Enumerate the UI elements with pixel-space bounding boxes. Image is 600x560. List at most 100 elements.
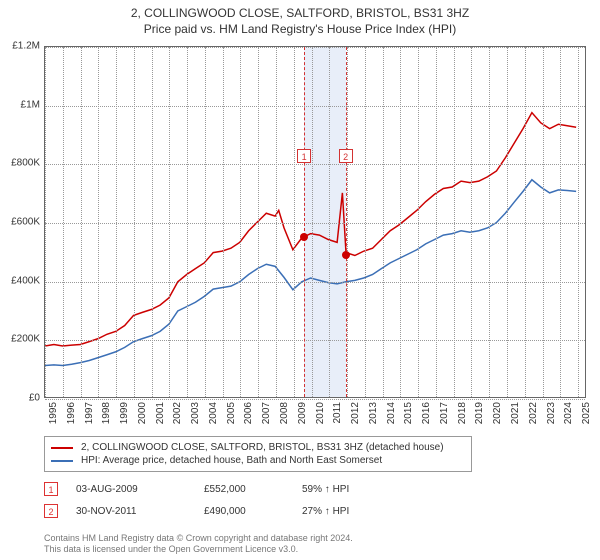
gridline-v [525, 47, 526, 397]
gridline-v [81, 47, 82, 397]
marker-label-box: 2 [339, 149, 353, 163]
transaction-marker: 1 [44, 482, 58, 496]
xtick-label: 2016 [421, 402, 432, 442]
transaction-price: £552,000 [204, 484, 284, 495]
gridline-v [507, 47, 508, 397]
transaction-date: 03-AUG-2009 [76, 484, 186, 495]
xtick-label: 2025 [581, 402, 592, 442]
footer-line: Contains HM Land Registry data © Crown c… [44, 533, 586, 545]
legend-item: HPI: Average price, detached house, Bath… [51, 454, 465, 467]
transaction-row: 2 30-NOV-2011 £490,000 27% ↑ HPI [44, 504, 586, 518]
gridline-v [578, 47, 579, 397]
gridline-v [383, 47, 384, 397]
xtick-label: 2007 [261, 402, 272, 442]
xtick-label: 2010 [315, 402, 326, 442]
gridline-v [418, 47, 419, 397]
gridline-h [45, 106, 585, 107]
xtick-label: 2024 [563, 402, 574, 442]
gridline-h [45, 223, 585, 224]
gridline-v [205, 47, 206, 397]
transaction-hpi: 27% ↑ HPI [302, 506, 392, 517]
ytick-label: £400K [0, 275, 40, 286]
transaction-row: 1 03-AUG-2009 £552,000 59% ↑ HPI [44, 482, 586, 496]
gridline-h [45, 399, 585, 400]
gridline-v [45, 47, 46, 397]
gridline-v [98, 47, 99, 397]
xtick-label: 2019 [474, 402, 485, 442]
plot-area: 12 [44, 46, 586, 398]
chart-title: 2, COLLINGWOOD CLOSE, SALTFORD, BRISTOL,… [0, 0, 600, 20]
transaction-hpi: 59% ↑ HPI [302, 484, 392, 495]
line-series-svg [45, 47, 585, 397]
gridline-v [169, 47, 170, 397]
gridline-v [489, 47, 490, 397]
ytick-label: £0 [0, 393, 40, 404]
gridline-h [45, 47, 585, 48]
xtick-label: 1995 [48, 402, 59, 442]
xtick-label: 2021 [510, 402, 521, 442]
footer-attribution: Contains HM Land Registry data © Crown c… [44, 533, 586, 556]
legend-swatch [51, 460, 73, 462]
gridline-v [258, 47, 259, 397]
gridline-h [45, 282, 585, 283]
footer-line: This data is licensed under the Open Gov… [44, 544, 586, 556]
xtick-label: 2014 [386, 402, 397, 442]
gridline-v [543, 47, 544, 397]
xtick-label: 2011 [332, 402, 343, 442]
ytick-label: £800K [0, 158, 40, 169]
marker-vline [346, 47, 347, 397]
xtick-label: 2020 [492, 402, 503, 442]
xtick-label: 2022 [528, 402, 539, 442]
legend-swatch [51, 447, 73, 449]
gridline-v [347, 47, 348, 397]
gridline-h [45, 340, 585, 341]
xtick-label: 2006 [243, 402, 254, 442]
xtick-label: 2001 [155, 402, 166, 442]
xtick-label: 2023 [546, 402, 557, 442]
xtick-label: 2015 [403, 402, 414, 442]
ytick-label: £1.2M [0, 41, 40, 52]
gridline-v [116, 47, 117, 397]
xtick-label: 1996 [66, 402, 77, 442]
marker-vline [304, 47, 305, 397]
gridline-h [45, 164, 585, 165]
marker-dot [300, 233, 308, 241]
gridline-v [152, 47, 153, 397]
legend-label: 2, COLLINGWOOD CLOSE, SALTFORD, BRISTOL,… [81, 442, 444, 453]
gridline-v [240, 47, 241, 397]
ytick-label: £1M [0, 99, 40, 110]
gridline-v [454, 47, 455, 397]
xtick-label: 2013 [368, 402, 379, 442]
gridline-v [329, 47, 330, 397]
xtick-label: 2005 [226, 402, 237, 442]
gridline-v [223, 47, 224, 397]
gridline-v [134, 47, 135, 397]
gridline-v [365, 47, 366, 397]
xtick-label: 2009 [297, 402, 308, 442]
xtick-label: 2017 [439, 402, 450, 442]
xtick-label: 2002 [172, 402, 183, 442]
gridline-v [63, 47, 64, 397]
xtick-label: 2008 [279, 402, 290, 442]
transaction-marker: 2 [44, 504, 58, 518]
gridline-v [560, 47, 561, 397]
gridline-v [276, 47, 277, 397]
xtick-label: 2012 [350, 402, 361, 442]
gridline-v [312, 47, 313, 397]
legend-label: HPI: Average price, detached house, Bath… [81, 455, 382, 466]
xtick-label: 1999 [119, 402, 130, 442]
gridline-v [187, 47, 188, 397]
marker-dot [342, 251, 350, 259]
legend-item: 2, COLLINGWOOD CLOSE, SALTFORD, BRISTOL,… [51, 441, 465, 454]
xtick-label: 2000 [137, 402, 148, 442]
xtick-label: 1997 [84, 402, 95, 442]
chart-subtitle: Price paid vs. HM Land Registry's House … [0, 20, 600, 42]
marker-label-box: 1 [297, 149, 311, 163]
xtick-label: 2018 [457, 402, 468, 442]
transaction-date: 30-NOV-2011 [76, 506, 186, 517]
ytick-label: £200K [0, 334, 40, 345]
gridline-v [436, 47, 437, 397]
xtick-label: 2004 [208, 402, 219, 442]
gridline-v [471, 47, 472, 397]
chart-container: 2, COLLINGWOOD CLOSE, SALTFORD, BRISTOL,… [0, 0, 600, 560]
